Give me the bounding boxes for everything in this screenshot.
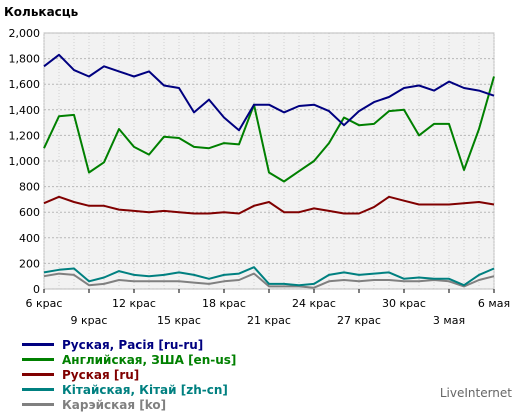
legend-swatch <box>22 343 54 346</box>
y-tick-label: 200 <box>19 257 40 270</box>
y-tick-label: 2,000 <box>9 27 41 40</box>
series-line-0 <box>43 53 495 132</box>
legend-label: Английская, ЗША [en-us] <box>62 352 237 367</box>
brand-label: LiveInternet <box>439 386 512 400</box>
legend-label: Руская [ru] <box>62 367 140 382</box>
series-line-2 <box>43 195 495 215</box>
x-tick-label: 15 крас <box>157 314 201 327</box>
y-tick-label: 600 <box>19 206 40 219</box>
x-tick-label: 6 мая <box>478 297 510 310</box>
legend-item: Руская [ru] <box>22 367 236 382</box>
legend-label: Кітайская, Кітай [zh-cn] <box>62 382 228 397</box>
x-tick-label: 27 крас <box>337 314 381 327</box>
y-tick-label: 800 <box>19 181 40 194</box>
x-tick-label: 9 крас <box>71 314 108 327</box>
y-tick-label: 1,800 <box>9 53 41 66</box>
y-tick-label: 1,200 <box>9 129 41 142</box>
x-tick-label: 21 крас <box>247 314 291 327</box>
legend-item: Руская, Расія [ru-ru] <box>22 337 236 352</box>
y-tick-label: 400 <box>19 232 40 245</box>
series-line-4 <box>43 272 495 289</box>
line-chart: Колькасць 0 200 400 600 800 1,000 1,200 1,400 1,… <box>4 5 510 327</box>
x-tick-label: 6 крас <box>26 297 63 310</box>
series-line-3 <box>43 266 495 287</box>
x-tick-label: 30 крас <box>382 297 426 310</box>
x-tick-label: 12 крас <box>112 297 156 310</box>
x-tick-label: 18 крас <box>202 297 246 310</box>
legend-item: Английская, ЗША [en-us] <box>22 352 236 367</box>
legend-label: Руская, Расія [ru-ru] <box>62 337 204 352</box>
legend-swatch <box>22 373 54 376</box>
y-tick-label: 1,000 <box>9 155 41 168</box>
chart-title: Колькасць <box>4 5 79 19</box>
x-tick-label: 24 крас <box>292 297 336 310</box>
y-tick-label: 1,400 <box>9 104 41 117</box>
y-tick-label: 0 <box>33 283 40 296</box>
y-tick-label: 1,600 <box>9 78 41 91</box>
legend-swatch <box>22 358 54 361</box>
legend: Руская, Расія [ru-ru] Английская, ЗША [en… <box>22 337 236 412</box>
legend-swatch <box>22 388 54 391</box>
legend-item: Кітайская, Кітай [zh-cn] <box>22 382 236 397</box>
x-tick-label: 3 мая <box>433 314 465 327</box>
series-line-1 <box>43 76 495 183</box>
